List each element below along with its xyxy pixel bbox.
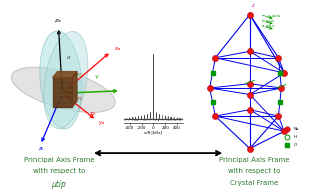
Text: with respect to: with respect to bbox=[228, 168, 280, 174]
Text: $\beta_{PD}$: $\beta_{PD}$ bbox=[73, 70, 83, 79]
Text: $\lambda_a$: $\lambda_a$ bbox=[125, 85, 132, 94]
Text: $z_b$: $z_b$ bbox=[38, 145, 45, 153]
Text: with respect to: with respect to bbox=[33, 168, 85, 174]
Text: μtip: μtip bbox=[51, 180, 66, 189]
Text: $z_a$: $z_a$ bbox=[54, 17, 61, 25]
Text: $x_a$: $x_a$ bbox=[114, 45, 122, 53]
Polygon shape bbox=[53, 77, 72, 107]
Text: $r_C$: $r_C$ bbox=[77, 94, 83, 104]
Text: $a$-axis: $a$-axis bbox=[261, 22, 275, 29]
Ellipse shape bbox=[11, 67, 115, 112]
Text: $\alpha$: $\alpha$ bbox=[66, 54, 72, 61]
Text: $\leftarrow$ $c$-axis: $\leftarrow$ $c$-axis bbox=[261, 12, 281, 19]
Ellipse shape bbox=[40, 31, 82, 129]
Text: Principal Axis Frame: Principal Axis Frame bbox=[24, 157, 94, 163]
X-axis label: ν/δ [kHz]: ν/δ [kHz] bbox=[144, 130, 162, 134]
Text: Crystal Frame: Crystal Frame bbox=[230, 180, 278, 186]
Text: $b$-axis: $b$-axis bbox=[261, 17, 275, 24]
Polygon shape bbox=[72, 72, 77, 107]
Text: H: H bbox=[294, 135, 297, 139]
Text: $\gamma_C$: $\gamma_C$ bbox=[94, 74, 101, 81]
Text: $x_b$: $x_b$ bbox=[89, 110, 97, 118]
Text: O: O bbox=[294, 143, 297, 147]
Text: $z$: $z$ bbox=[251, 2, 255, 9]
Ellipse shape bbox=[44, 31, 88, 129]
Text: Na: Na bbox=[294, 127, 299, 131]
Polygon shape bbox=[53, 72, 77, 77]
Text: $y_a$: $y_a$ bbox=[98, 119, 105, 127]
Text: Principal Axis Frame: Principal Axis Frame bbox=[219, 157, 290, 163]
